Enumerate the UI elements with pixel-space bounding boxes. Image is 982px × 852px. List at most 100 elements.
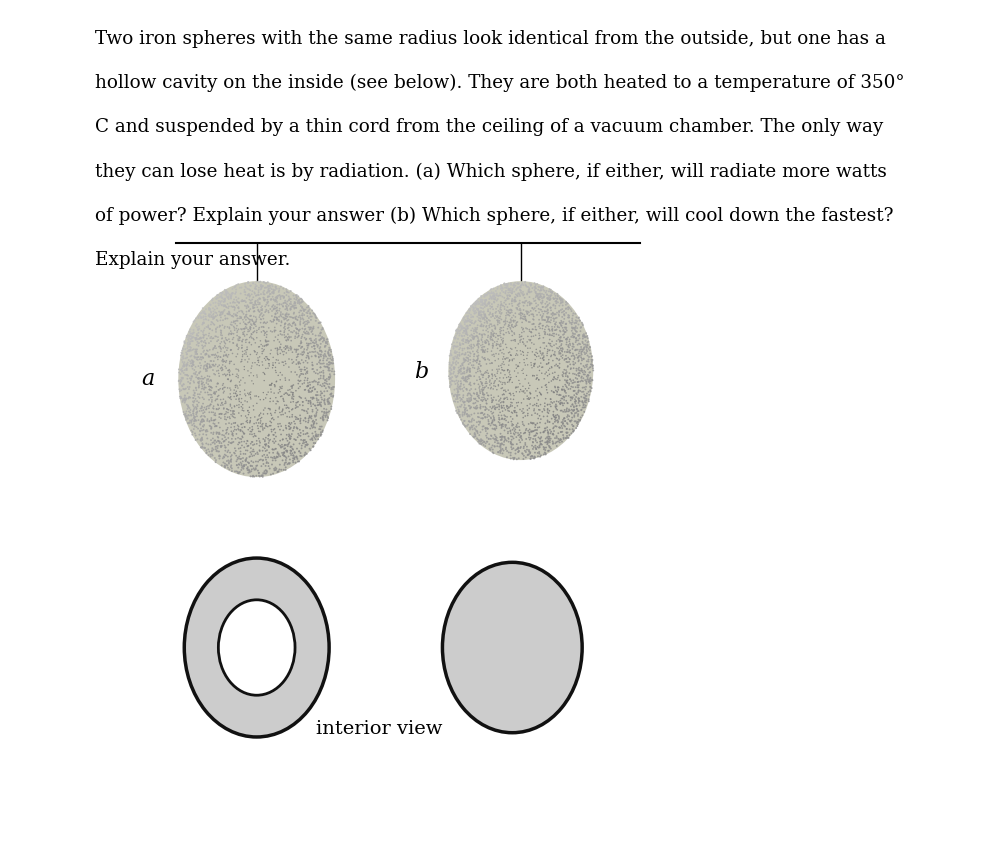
Point — [174, 346, 190, 360]
Point — [256, 275, 272, 289]
Point — [461, 414, 476, 428]
Point — [466, 354, 482, 367]
Point — [258, 418, 274, 432]
Point — [268, 360, 284, 374]
Point — [460, 372, 475, 386]
Point — [525, 302, 541, 316]
Point — [449, 374, 464, 388]
Point — [545, 354, 561, 367]
Point — [230, 379, 246, 393]
Point — [195, 316, 211, 330]
Point — [214, 354, 230, 368]
Point — [497, 352, 513, 366]
Point — [278, 308, 294, 321]
Point — [195, 351, 211, 365]
Point — [478, 337, 494, 350]
Point — [263, 416, 279, 429]
Point — [566, 419, 581, 433]
Point — [530, 302, 546, 315]
Point — [564, 403, 579, 417]
Point — [535, 309, 551, 323]
Point — [536, 288, 552, 302]
Point — [451, 405, 466, 418]
Point — [573, 345, 589, 359]
Point — [238, 317, 253, 331]
Point — [454, 398, 469, 412]
Point — [323, 356, 339, 370]
Point — [552, 373, 568, 387]
Point — [231, 334, 246, 348]
Point — [275, 448, 291, 462]
Point — [508, 291, 523, 304]
Point — [244, 327, 259, 341]
Point — [226, 327, 242, 341]
Point — [272, 383, 288, 396]
Point — [185, 356, 200, 370]
Point — [471, 308, 487, 322]
Point — [470, 341, 486, 354]
Point — [544, 360, 560, 373]
Point — [518, 279, 533, 292]
Point — [276, 325, 292, 339]
Point — [238, 313, 253, 326]
Point — [215, 452, 231, 465]
Point — [531, 293, 547, 307]
Point — [293, 316, 308, 330]
Point — [447, 383, 463, 396]
Point — [512, 296, 527, 310]
Point — [521, 333, 537, 347]
Point — [519, 399, 535, 412]
Point — [254, 345, 270, 359]
Point — [204, 324, 220, 337]
Point — [278, 419, 294, 433]
Point — [554, 292, 570, 306]
Point — [521, 283, 537, 296]
Point — [180, 340, 195, 354]
Point — [538, 320, 554, 334]
Point — [174, 374, 190, 388]
Point — [531, 329, 547, 343]
Point — [219, 349, 235, 363]
Point — [267, 463, 283, 477]
Point — [455, 330, 470, 343]
Point — [290, 412, 305, 426]
Point — [279, 285, 295, 299]
Point — [242, 287, 257, 301]
Point — [203, 420, 219, 434]
Point — [498, 279, 514, 292]
Point — [464, 329, 480, 343]
Point — [461, 348, 476, 362]
Point — [222, 320, 238, 334]
Point — [537, 422, 553, 435]
Point — [476, 388, 492, 401]
Point — [240, 456, 255, 469]
Point — [302, 307, 318, 320]
Point — [253, 325, 269, 339]
Point — [294, 331, 309, 345]
Point — [519, 342, 535, 355]
Point — [278, 343, 294, 356]
Point — [451, 366, 466, 380]
Point — [516, 322, 531, 336]
Point — [313, 395, 329, 409]
Point — [203, 381, 219, 394]
Point — [230, 332, 246, 346]
Point — [242, 400, 257, 414]
Point — [500, 300, 516, 314]
Point — [277, 354, 293, 368]
Point — [554, 319, 570, 332]
Point — [247, 344, 263, 358]
Point — [502, 289, 518, 302]
Point — [525, 399, 541, 412]
Point — [240, 435, 255, 448]
Point — [486, 296, 502, 309]
Point — [281, 352, 297, 366]
Point — [450, 383, 465, 397]
Point — [502, 289, 518, 302]
Point — [325, 389, 341, 402]
Point — [504, 286, 519, 300]
Point — [254, 355, 270, 369]
Point — [455, 342, 470, 355]
Point — [294, 363, 309, 377]
Point — [478, 422, 494, 435]
